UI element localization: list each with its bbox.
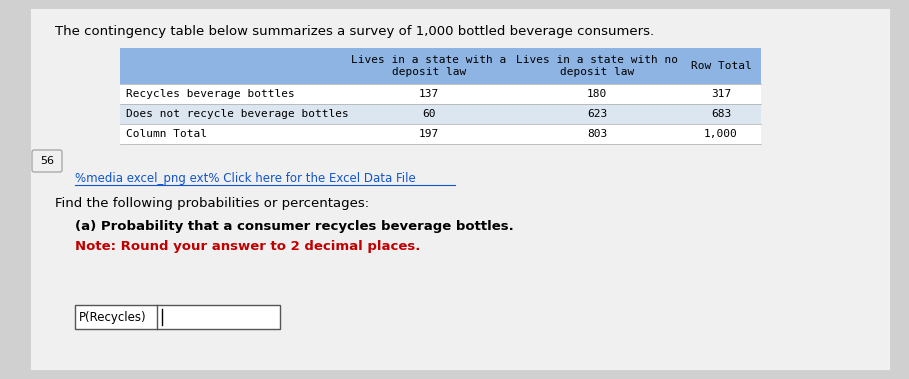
Text: 317: 317	[711, 89, 731, 99]
Text: Does not recycle beverage bottles: Does not recycle beverage bottles	[126, 109, 349, 119]
FancyBboxPatch shape	[30, 8, 890, 370]
Text: Column Total: Column Total	[126, 129, 207, 139]
FancyBboxPatch shape	[32, 150, 62, 172]
Text: 180: 180	[587, 89, 607, 99]
Text: 623: 623	[587, 109, 607, 119]
FancyBboxPatch shape	[120, 84, 761, 104]
Text: Find the following probabilities or percentages:: Find the following probabilities or perc…	[55, 197, 369, 210]
Text: The contingency table below summarizes a survey of 1,000 bottled beverage consum: The contingency table below summarizes a…	[55, 25, 654, 38]
Text: 60: 60	[423, 109, 435, 119]
Text: 197: 197	[419, 129, 439, 139]
Text: Lives in a state with a
deposit law: Lives in a state with a deposit law	[352, 55, 506, 77]
Text: 803: 803	[587, 129, 607, 139]
Text: Note: Round your answer to 2 decimal places.: Note: Round your answer to 2 decimal pla…	[75, 240, 420, 253]
FancyBboxPatch shape	[120, 124, 761, 144]
Text: Recycles beverage bottles: Recycles beverage bottles	[126, 89, 295, 99]
FancyBboxPatch shape	[120, 48, 761, 84]
Text: 683: 683	[711, 109, 731, 119]
FancyBboxPatch shape	[120, 104, 761, 124]
Text: Row Total: Row Total	[691, 61, 752, 71]
Text: P(Recycles): P(Recycles)	[79, 310, 146, 324]
Text: 56: 56	[40, 156, 54, 166]
Text: 1,000: 1,000	[704, 129, 738, 139]
Text: (a) Probability that a consumer recycles beverage bottles.: (a) Probability that a consumer recycles…	[75, 220, 514, 233]
Text: %media excel_png ext% Click here for the Excel Data File: %media excel_png ext% Click here for the…	[75, 172, 415, 185]
Text: Lives in a state with no
deposit law: Lives in a state with no deposit law	[516, 55, 678, 77]
FancyBboxPatch shape	[75, 305, 280, 329]
Text: 137: 137	[419, 89, 439, 99]
